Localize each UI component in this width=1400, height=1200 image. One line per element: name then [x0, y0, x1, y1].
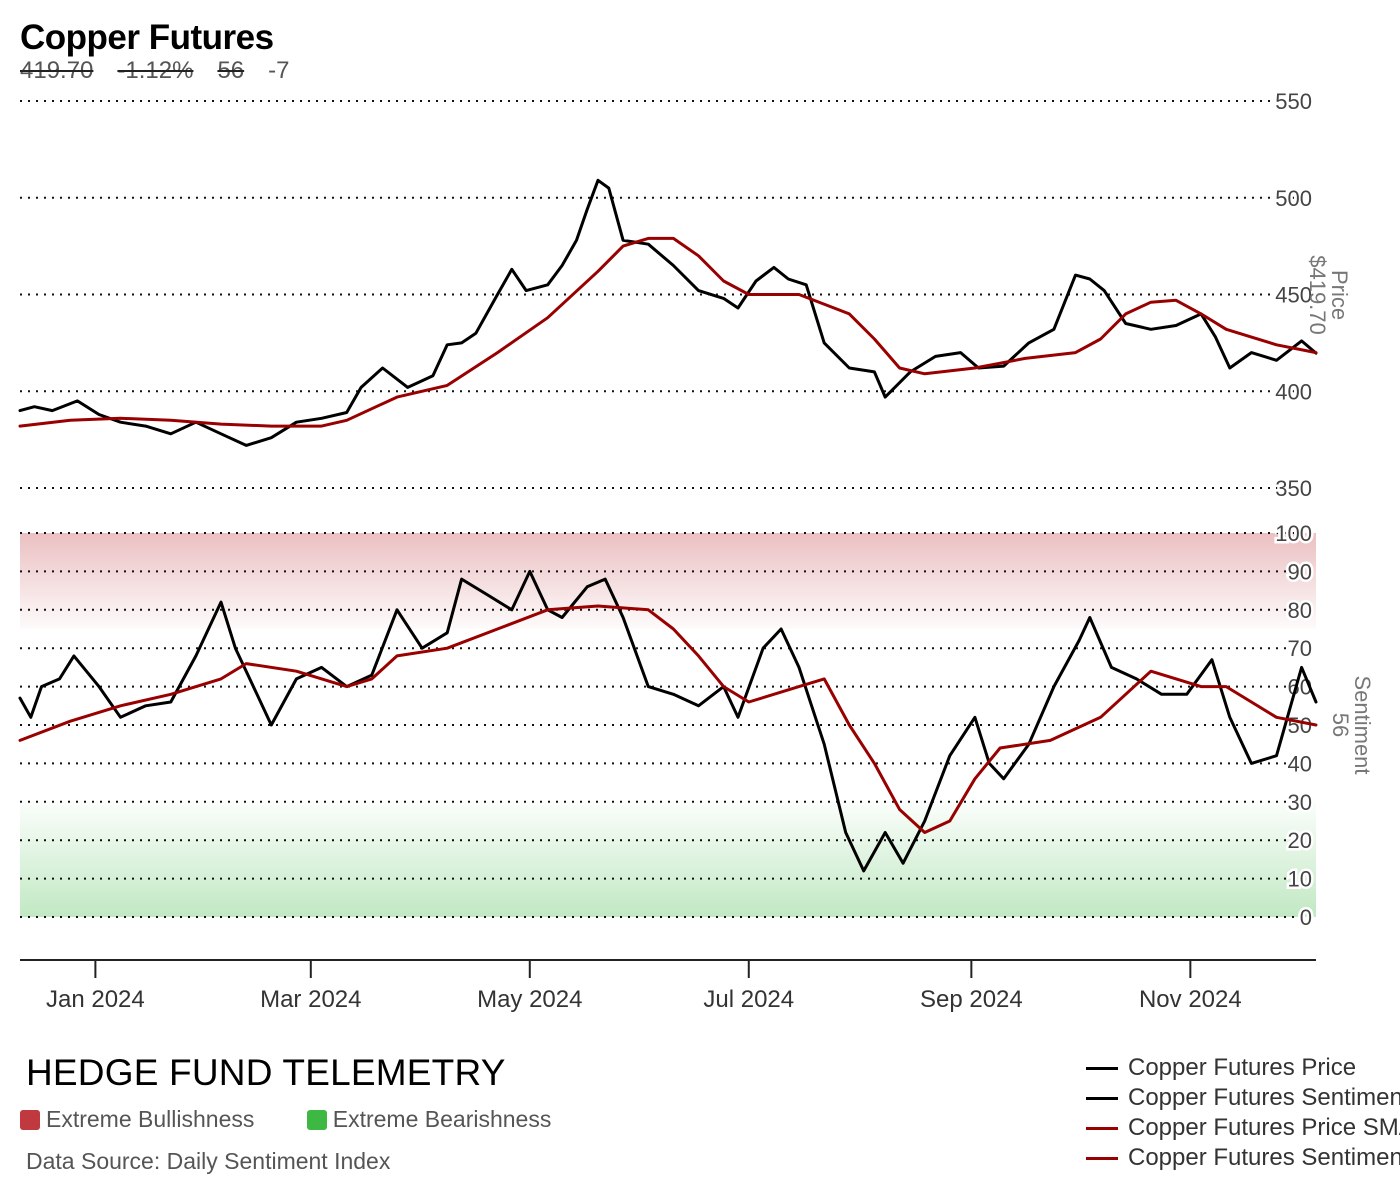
- legend-line-icon: [1086, 1066, 1118, 1070]
- legend-line-icon: [1086, 1156, 1118, 1160]
- stat-sentiment-change: -7: [268, 57, 290, 84]
- x-axis: Jan 2024 Mar 2024 May 2024 Jul 2024 Sep 2024…: [20, 959, 1316, 1013]
- sentiment-tick-label: 80: [1288, 598, 1312, 623]
- legend-item-sentiment[interactable]: Copper Futures Sentiment: [1086, 1083, 1400, 1113]
- legend-line-icon: [1086, 1126, 1118, 1130]
- sentiment-zones: [20, 533, 1316, 917]
- extreme-bearish-zone: [20, 801, 1316, 917]
- sentiment-sma-line: [18, 604, 1318, 834]
- sentiment-tick-label: 100: [1275, 521, 1312, 546]
- legend-label: Copper Futures Price: [1128, 1054, 1357, 1081]
- stat-sentiment: 56: [217, 57, 245, 84]
- sentiment-tick-label: 20: [1288, 828, 1312, 853]
- legend-extreme-bullishness: Extreme Bullishness: [20, 1106, 254, 1133]
- bullish-label: Extreme Bullishness: [46, 1106, 255, 1132]
- legend-label: Copper Futures Price SMA: [1128, 1114, 1400, 1141]
- price-last-value-label: $419.70: [1305, 255, 1330, 335]
- legend-label: Copper Futures Sentiment: [1128, 1084, 1400, 1111]
- legend-item-price[interactable]: Copper Futures Price: [1086, 1053, 1400, 1083]
- sentiment-tick-label: 70: [1288, 636, 1312, 661]
- legend-extreme-bearishness: Extreme Bearishness: [306, 1106, 552, 1133]
- sentiment-tick-label: 0: [1300, 905, 1312, 930]
- legend-label: Copper Futures Sentiment SMA: [1128, 1144, 1400, 1171]
- legend-item-sentiment-sma[interactable]: Copper Futures Sentiment SMA: [1086, 1143, 1400, 1173]
- sentiment-axis-label: Sentiment: [1350, 675, 1375, 774]
- sentiment-tick-label: 40: [1288, 751, 1312, 776]
- x-tick-label: Jul 2024: [703, 986, 794, 1013]
- stat-price: 419.70: [20, 57, 94, 84]
- brand-name: HEDGE FUND TELEMETRY: [26, 1052, 506, 1093]
- bearish-label: Extreme Bearishness: [332, 1106, 552, 1132]
- x-tick-label: Mar 2024: [260, 986, 361, 1013]
- sentiment-tick-label: 50: [1288, 713, 1312, 738]
- x-tick-label: Jan 2024: [46, 986, 145, 1013]
- sentiment-tick-label: 10: [1288, 867, 1312, 892]
- sentiment-last-value-label: 56: [1328, 713, 1353, 737]
- chart-header: Copper Futures 419.70 -1.12% 56 -7: [20, 18, 314, 84]
- x-tick-label: Nov 2024: [1139, 986, 1242, 1013]
- sentiment-line: [18, 569, 1318, 873]
- stats-row: 419.70 -1.12% 56 -7: [20, 58, 314, 84]
- chart-title: Copper Futures: [20, 18, 274, 57]
- price-tick-label: 450: [1275, 283, 1312, 308]
- price-sma-line: [18, 236, 1318, 428]
- bullish-swatch-icon: [20, 1109, 40, 1130]
- price-tick-label: 500: [1275, 186, 1312, 211]
- price-tick-label: 350: [1275, 476, 1312, 501]
- price-series: [18, 178, 1318, 447]
- legend-line-icon: [1086, 1096, 1118, 1100]
- data-source: Data Source: Daily Sentiment Index: [26, 1148, 391, 1174]
- stat-change: -1.12%: [117, 57, 194, 84]
- sentiment-tick-label: 30: [1288, 790, 1312, 815]
- price-axis-label: Price: [1327, 270, 1352, 320]
- price-line: [18, 178, 1318, 447]
- legend-item-price-sma[interactable]: Copper Futures Price SMA: [1086, 1113, 1400, 1143]
- x-tick-label: Sep 2024: [920, 986, 1023, 1013]
- bearish-swatch-icon: [306, 1109, 327, 1130]
- price-grid: 550 500 450 400 350: [20, 87, 1316, 504]
- series-legend: Copper Futures Price Copper Futures Sent…: [1086, 1053, 1400, 1173]
- x-tick-label: May 2024: [477, 986, 582, 1013]
- price-tick-label: 550: [1275, 89, 1312, 114]
- zone-legend: Extreme Bullishness Extreme Bearishness: [20, 1106, 597, 1136]
- price-tick-label: 400: [1275, 379, 1312, 404]
- extreme-bullish-zone: [20, 533, 1316, 629]
- sentiment-tick-label: 90: [1288, 559, 1312, 584]
- sentiment-series: [18, 569, 1318, 873]
